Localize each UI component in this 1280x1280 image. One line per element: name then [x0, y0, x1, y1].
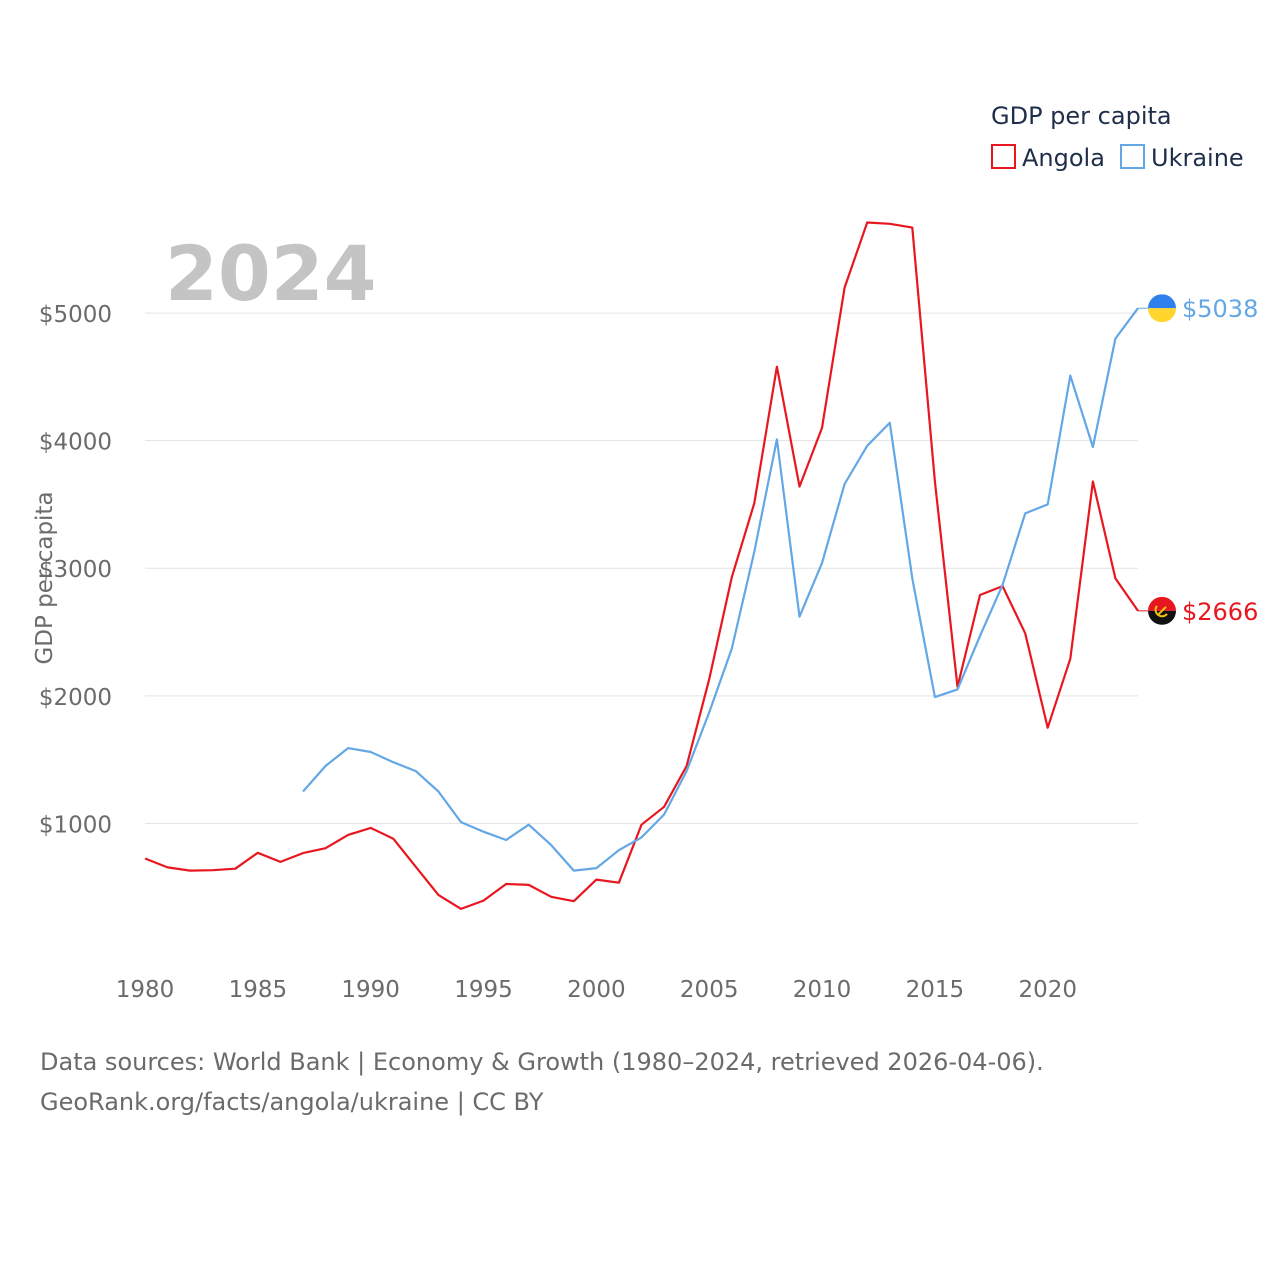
- series-end-markers: $2666 $5038: [1138, 294, 1258, 626]
- x-tick-label: 1985: [229, 977, 288, 1003]
- footer-sources: Data sources: World Bank | Economy & Gro…: [40, 1048, 1044, 1076]
- flag-ukraine-icon: [1148, 294, 1176, 323]
- series-line-ukraine[interactable]: [302, 307, 1139, 872]
- y-tick-label: $5000: [39, 302, 112, 328]
- x-tick-label: 2000: [567, 977, 626, 1003]
- x-tick-label: 2005: [680, 977, 739, 1003]
- x-axis-ticks: 1980 1985 1990 1995 2000 2005 2010 2015 2020: [116, 977, 1077, 1003]
- legend-item-ukraine[interactable]: Ukraine: [1120, 144, 1244, 172]
- legend-item-angola[interactable]: Angola: [991, 144, 1105, 172]
- x-tick-label: 1980: [116, 977, 175, 1003]
- y-axis-title: GDP per capita: [32, 491, 58, 664]
- series-lines: [144, 221, 1139, 911]
- end-value-label-angola: $2666: [1182, 598, 1258, 626]
- legend-label-ukraine: Ukraine: [1151, 144, 1244, 172]
- legend-swatch-angola: [991, 144, 1016, 169]
- y-tick-label: $4000: [39, 430, 112, 456]
- current-year-label: 2024: [165, 229, 377, 318]
- legend-title: GDP per capita: [991, 102, 1172, 130]
- gdp-chart: $1000$2000$3000$4000$5000 1980 1985 1990 19…: [32, 102, 1258, 1003]
- x-tick-label: 1995: [454, 977, 513, 1003]
- legend-label-angola: Angola: [1022, 144, 1105, 172]
- y-axis-ticks: $1000 $2000 $3000 $4000 $5000: [39, 302, 112, 838]
- gridlines: [145, 312, 1138, 824]
- series-line-angola[interactable]: [144, 221, 1139, 911]
- footer-attribution[interactable]: GeoRank.org/facts/angola/ukraine | CC BY: [40, 1088, 544, 1116]
- y-tick-label: $3000: [39, 557, 112, 583]
- footer: Data sources: World Bank | Economy & Gro…: [40, 1042, 1044, 1122]
- legend-swatch-ukraine: [1120, 144, 1145, 169]
- x-tick-label: 2015: [906, 977, 965, 1003]
- flag-angola-icon: [1148, 596, 1176, 625]
- y-tick-label: $2000: [39, 685, 112, 711]
- end-value-label-ukraine: $5038: [1182, 295, 1258, 323]
- y-tick-label: $1000: [39, 812, 112, 838]
- x-tick-label: 2020: [1018, 977, 1077, 1003]
- x-tick-label: 2010: [793, 977, 852, 1003]
- legend: GDP per capita Angola Ukraine: [991, 102, 1244, 172]
- x-tick-label: 1990: [341, 977, 400, 1003]
